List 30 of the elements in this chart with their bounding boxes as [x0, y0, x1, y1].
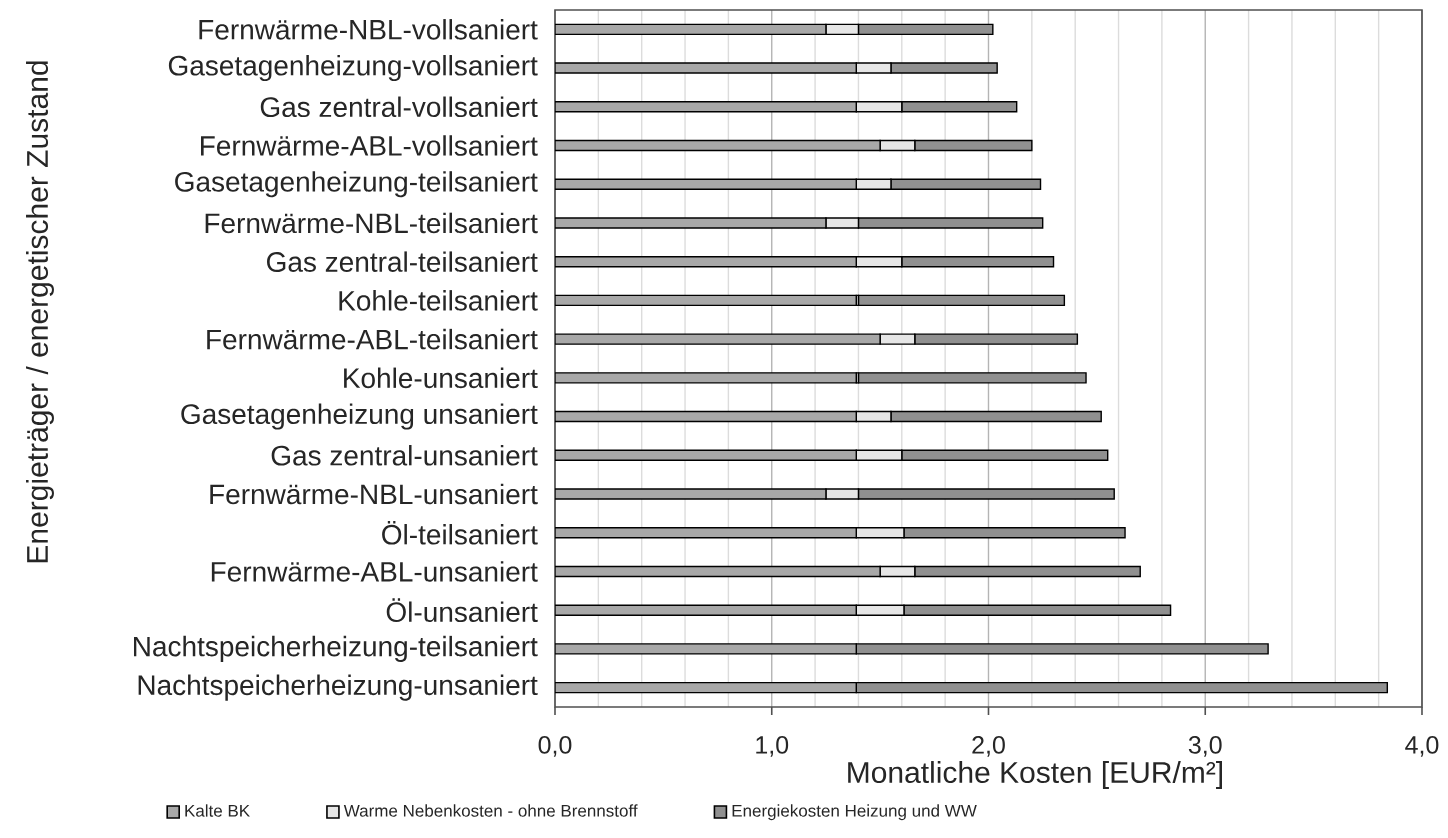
legend-label: Warme Nebenkosten - ohne Brennstoff — [343, 804, 638, 817]
x-tick-label: 2,0 — [972, 736, 1005, 757]
legend-label: Energiekosten Heizung und WW — [732, 804, 977, 821]
y-tick-label: Öl-teilsaniert — [382, 520, 538, 545]
y-tick-label: Gas zentral-vollsaniert — [260, 96, 538, 118]
y-tick-label: Fernwärme-NBL-vollsaniert — [199, 19, 538, 40]
x-tick-label: 1,0 — [756, 736, 789, 757]
x-tick-label: 4,0 — [1405, 736, 1439, 757]
y-tick-label: Nachtspeicherheizung-unsaniert — [138, 674, 538, 701]
y-tick-label: Gas zentral-unsaniert — [271, 445, 538, 466]
y-tick-label: Fernwärme-ABL-unsaniert — [211, 561, 538, 582]
bar — [857, 294, 1066, 307]
y-tick-label: Gasetagenheizung unsaniert — [181, 403, 538, 430]
y-tick-label: Fernwärme-NBL-teilsaniert — [205, 212, 538, 234]
y-tick-label: Nachtspeicherheizung-teilsaniert — [134, 635, 538, 662]
y-tick-label: Gasetagenheizung-vollsaniert — [168, 55, 538, 82]
y-tick-label: Öl-unsaniert — [386, 598, 538, 623]
x-tick-label: 3,0 — [1188, 736, 1222, 757]
y-tick-label: Fernwärme-ABL-vollsaniert — [201, 135, 538, 156]
x-tick-label: 0,0 — [538, 736, 572, 757]
legend-label: Kalte BK — [185, 804, 250, 817]
y-tick-label: Kohle-teilsaniert — [339, 290, 538, 311]
y-tick-label: Gas zentral-teilsaniert — [267, 251, 538, 272]
x-axis-title: Monatliche Kosten [EUR/m²] — [848, 761, 1222, 789]
y-tick-label: Gasetagenheizung-teilsaniert — [175, 171, 538, 198]
y-tick-label: Kohle-unsaniert — [344, 367, 538, 389]
bar — [857, 372, 1087, 384]
y-tick-label: Fernwärme-ABL-teilsaniert — [207, 328, 538, 350]
y-tick-label: Fernwärme-NBL-unsaniert — [210, 483, 538, 505]
y-axis-title: Energieträger / energetischer Zustand — [26, 61, 54, 563]
